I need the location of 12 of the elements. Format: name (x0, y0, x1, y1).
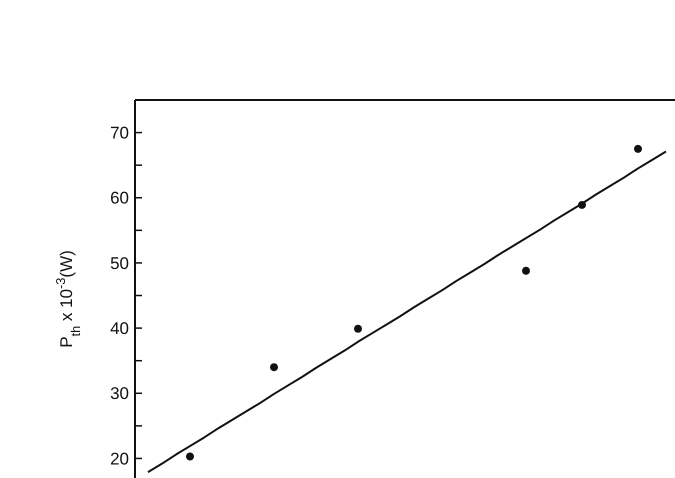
point (354, 324, 362, 333)
y-tick-label: 60 (110, 188, 129, 208)
point (522, 266, 530, 275)
y-tick-label: 20 (110, 449, 129, 468)
y-tick-label: 70 (110, 124, 129, 143)
y-tick-label: 30 (110, 384, 129, 404)
point (186, 452, 194, 460)
y-tick-label: 50 (110, 254, 129, 273)
y-tick-label: 40 (110, 319, 129, 338)
point (270, 363, 278, 372)
line-series (147, 150, 667, 474)
point (634, 144, 642, 153)
